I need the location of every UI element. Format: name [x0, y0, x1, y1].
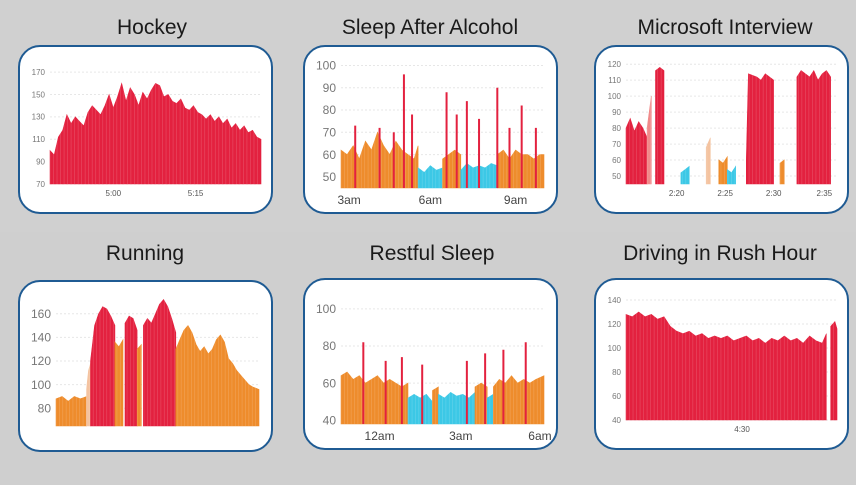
- y-tick-label: 80: [612, 368, 621, 377]
- chart-microsoft-interview: 50 60 70 80 90 100 110 120 2:20 2:25 2:30 2:35: [608, 60, 837, 198]
- chart-running: 80 100 120 140 160: [31, 296, 260, 427]
- chart-title-microsoft-interview: Microsoft Interview: [637, 16, 813, 39]
- x-tick-label: 3am: [337, 193, 360, 207]
- y-tick-label: 110: [608, 76, 621, 85]
- y-tick-label: 80: [38, 401, 52, 415]
- y-tick-label: 40: [612, 416, 621, 425]
- series-segment-red: [143, 298, 177, 427]
- y-tick-label: 100: [316, 59, 336, 73]
- y-tick-label: 80: [323, 103, 337, 117]
- card-running: 80 100 120 140 160: [18, 280, 273, 452]
- series-segment-red: [746, 73, 774, 185]
- series-segment-orange: [718, 155, 728, 185]
- series-segment-pink: [646, 96, 652, 185]
- x-tick-label: 3am: [449, 429, 472, 443]
- x-tick-label: 6am: [528, 429, 551, 443]
- y-tick-label: 160: [31, 307, 51, 321]
- series-segment-red: [830, 320, 838, 421]
- x-tick-label: 5:00: [106, 189, 122, 198]
- y-tick-label: 60: [323, 148, 337, 162]
- card-microsoft-interview: 50 60 70 80 90 100 110 120 2:20 2:25 2:30 2:35: [594, 45, 849, 214]
- series-segment-peach: [705, 137, 711, 185]
- series-segment-red: [90, 306, 116, 427]
- x-tick-label: 2:25: [717, 189, 733, 198]
- series-segment-cyan: [486, 393, 494, 425]
- card-sleep-after-alcohol: 50 60 70 80 90 100 3am 6am 9am: [303, 45, 558, 214]
- y-tick-label: 120: [31, 354, 51, 368]
- chart-title-driving-in-rush-hour: Driving in Rush Hour: [623, 242, 817, 265]
- y-tick-label: 90: [323, 81, 337, 95]
- chart-title-restful-sleep: Restful Sleep: [369, 242, 495, 265]
- y-tick-label: 100: [316, 302, 336, 316]
- y-tick-label: 50: [612, 172, 621, 181]
- chart-sleep-after-alcohol: 50 60 70 80 90 100 3am 6am 9am: [316, 59, 545, 207]
- series-segment-orange: [442, 149, 462, 189]
- y-tick-label: 140: [608, 296, 622, 305]
- series-segment-orange: [136, 343, 142, 427]
- series-segment-red: [625, 311, 827, 421]
- series-segment-orange: [493, 375, 545, 425]
- x-tick-label: 9am: [504, 193, 527, 207]
- x-tick-label: 2:30: [766, 189, 782, 198]
- y-tick-label: 90: [612, 108, 621, 117]
- card-hockey: 70 90 110 130 150 170 5:00 5:15: [18, 45, 273, 214]
- y-tick-label: 170: [32, 68, 46, 77]
- y-tick-label: 70: [323, 125, 337, 139]
- y-tick-label: 100: [31, 378, 51, 392]
- y-tick-label: 110: [32, 135, 45, 144]
- y-tick-label: 140: [31, 331, 51, 345]
- series-segment-cyan: [680, 165, 690, 185]
- series-segment-orange: [175, 324, 260, 427]
- x-tick-label: 5:15: [188, 189, 204, 198]
- y-tick-label: 150: [32, 90, 46, 99]
- x-tick-label: 12am: [365, 429, 395, 443]
- y-tick-label: 100: [608, 92, 622, 101]
- x-tick-label: 4:30: [734, 425, 750, 434]
- series-segment-peach: [86, 363, 91, 427]
- chart-driving-in-rush-hour: 40 60 80 100 120 140 4:30: [608, 294, 838, 434]
- y-tick-label: 70: [36, 180, 45, 189]
- chart-title-running: Running: [105, 242, 185, 265]
- series-segment-orange: [114, 338, 124, 427]
- chart-restful-sleep: 40 60 80 100 12am 3am 6am: [316, 294, 552, 443]
- y-tick-label: 50: [323, 170, 337, 184]
- x-tick-label: 2:20: [669, 189, 685, 198]
- series-segment-cyan: [727, 165, 736, 185]
- y-tick-label: 80: [612, 124, 621, 133]
- y-tick-label: 60: [323, 376, 337, 390]
- y-tick-label: 60: [612, 156, 621, 165]
- series-segment-orange: [432, 386, 439, 425]
- series-segment-orange: [340, 371, 409, 425]
- series-segment-orange: [779, 159, 785, 185]
- y-tick-label: 70: [612, 140, 621, 149]
- series-segment-red: [49, 82, 262, 185]
- y-tick-label: 80: [323, 339, 337, 353]
- x-tick-label: 6am: [419, 193, 442, 207]
- y-tick-label: 90: [36, 157, 45, 166]
- card-restful-sleep: 40 60 80 100 12am 3am 6am: [303, 278, 558, 450]
- y-tick-label: 60: [612, 392, 621, 401]
- chart-title-sleep-after-alcohol: Sleep After Alcohol: [341, 16, 519, 39]
- y-tick-label: 100: [608, 344, 622, 353]
- series-segment-red: [796, 69, 831, 185]
- card-driving-in-rush-hour: 40 60 80 100 120 140 4:30: [594, 278, 849, 450]
- chart-title-hockey: Hockey: [116, 16, 188, 39]
- y-tick-label: 130: [32, 113, 46, 122]
- chart-hockey: 70 90 110 130 150 170 5:00 5:15: [32, 61, 262, 198]
- y-tick-label: 40: [323, 413, 337, 427]
- x-tick-label: 2:35: [817, 189, 833, 198]
- series-segment-red: [655, 67, 665, 185]
- series-segment-orange: [55, 396, 87, 427]
- y-tick-label: 120: [608, 60, 622, 69]
- y-tick-label: 120: [608, 320, 622, 329]
